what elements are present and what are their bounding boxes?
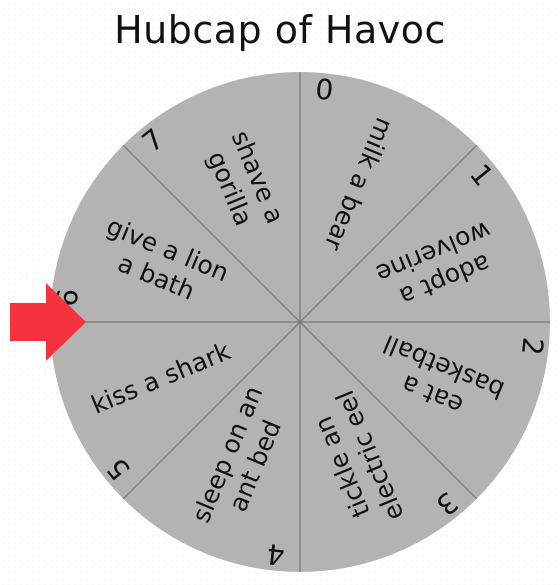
wheel-divider <box>299 144 478 323</box>
wheel-dividers <box>50 72 550 572</box>
segment-number: 4 <box>265 537 286 572</box>
page-title: Hubcap of Havoc <box>114 8 446 52</box>
wheel-divider <box>122 144 301 323</box>
segment-number: 0 <box>314 72 335 107</box>
wheel-divider <box>299 321 478 500</box>
segment-number: 2 <box>515 336 550 357</box>
arrow-right-icon <box>10 283 86 361</box>
wheel-divider <box>122 321 301 500</box>
